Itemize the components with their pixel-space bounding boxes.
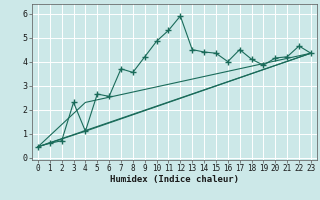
X-axis label: Humidex (Indice chaleur): Humidex (Indice chaleur) bbox=[110, 175, 239, 184]
